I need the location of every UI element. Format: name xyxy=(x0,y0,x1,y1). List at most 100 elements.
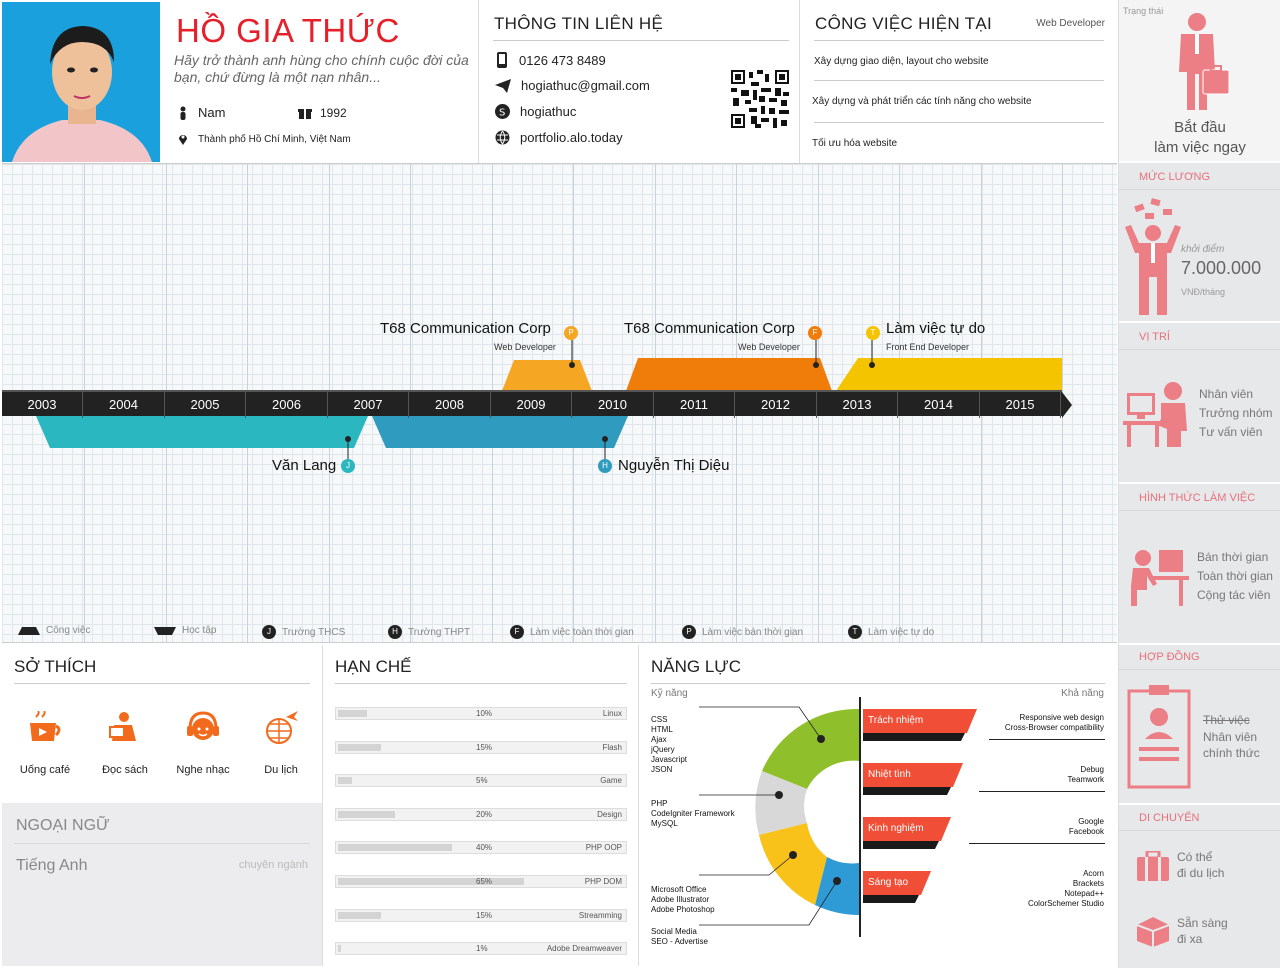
send-icon xyxy=(495,78,511,93)
birth-info: 1992 xyxy=(298,106,347,120)
study-bar-high-school xyxy=(372,416,628,448)
travel-box: DI CHUYỂN Có thể đi du lịch Sẵn sàng đi … xyxy=(1119,805,1280,968)
legend-high-school: H Trường THPT xyxy=(388,625,470,639)
school-name: Văn Lang xyxy=(272,457,337,474)
suitcase-icon xyxy=(1137,851,1169,881)
skill-group: Microsoft Office Adobe Illustrator Adobe P… xyxy=(651,885,715,914)
skill-group: PHP CodeIgniter Framework MySQL xyxy=(651,799,735,828)
legend-study: Học tập xyxy=(154,625,216,636)
trait-label: Sáng tạo xyxy=(868,877,909,888)
limit-bar: 20% Design xyxy=(335,807,627,821)
timeline-year: 2006 xyxy=(247,392,328,418)
hobby-item: Nghe nhạc xyxy=(164,711,242,776)
contract-item: Nhân viên xyxy=(1203,730,1258,744)
hobby-item: Du lịch xyxy=(242,711,320,776)
skype-icon: S xyxy=(495,104,510,119)
timeline-year: 2010 xyxy=(573,392,654,418)
traits-ribbons xyxy=(863,709,977,903)
badge-part-time: P xyxy=(564,326,578,340)
hobbies-title: SỞ THÍCH xyxy=(14,657,97,676)
desk-worker-icon xyxy=(1131,550,1189,606)
salary-box: MỨC LƯƠNG khởi điểm 7.000.000 VNĐ/tháng xyxy=(1119,163,1280,323)
badge-secondary-school: J xyxy=(341,459,355,473)
work-type-box: HÌNH THỨC LÀM VIỆC Bán thời gian Toàn th… xyxy=(1119,484,1280,645)
legend-work: Công việc xyxy=(18,625,90,636)
contract-item: chính thức xyxy=(1203,746,1260,760)
badge-high-school: H xyxy=(598,459,612,473)
travel-item: đi du lịch xyxy=(1177,866,1225,880)
reading-icon xyxy=(109,712,136,741)
id-card-icon xyxy=(1127,685,1191,789)
timeline-year: 2005 xyxy=(165,392,246,418)
work-type-item: Cộng tác viên xyxy=(1197,588,1271,602)
work-bar-full-time xyxy=(626,358,832,391)
limit-percent: 5% xyxy=(476,776,488,786)
limit-bar: 15% Streamming xyxy=(335,908,627,922)
limit-percent: 40% xyxy=(476,843,493,853)
hobby-label: Đọc sách xyxy=(102,764,148,776)
limits-panel: HẠN CHẾ 10% Linux 15% Flash 5% Game 20% Design 4… xyxy=(322,645,638,966)
abilities-title: NĂNG LỰC xyxy=(651,657,742,676)
job-title: CÔNG VIỆC HIỆN TẠI xyxy=(815,14,993,33)
contact-title: THÔNG TIN LIÊN HỆ xyxy=(494,14,664,33)
skills-donut-chart xyxy=(699,706,859,926)
limit-bar: 65% PHP DOM xyxy=(335,875,627,888)
current-job-panel: CÔNG VIỆC HIỆN TẠI Web Developer Xây dựn… xyxy=(799,0,1117,163)
location-value: Thành phố Hồ Chí Minh, Việt Nam xyxy=(198,133,351,145)
capacity-group: Debug Teamwork xyxy=(1067,765,1104,784)
timeline-year-bar: 2003 2004 2005 2006 2007 2008 2009 2010 2011 2012… xyxy=(2,390,1062,418)
limit-bar-fill xyxy=(338,710,367,717)
contact-panel: THÔNG TIN LIÊN HỆ 0126 473 8489 hogiathu… xyxy=(478,0,798,163)
limit-bar: 1% Adobe Dreamweaver xyxy=(335,942,627,956)
travel-item: đi xa xyxy=(1177,932,1203,946)
badge-freelance: T xyxy=(866,326,880,340)
contract-heading: HỢP ĐỒNG xyxy=(1139,651,1200,663)
limit-name: Game xyxy=(600,776,622,786)
phone-value[interactable]: 0126 473 8489 xyxy=(519,52,606,68)
job-role: Web Developer xyxy=(1036,18,1105,29)
work-company: T68 Communication Corp xyxy=(380,320,551,337)
limit-bar-fill xyxy=(338,810,396,818)
package-icon xyxy=(1137,917,1169,947)
donut-segment-php xyxy=(755,771,807,835)
phone-item: 0126 473 8489 xyxy=(495,52,606,68)
limit-bar-fill xyxy=(338,743,381,751)
travel-item: Có thể xyxy=(1177,850,1213,864)
website-item: portfolio.alo.today xyxy=(495,130,623,145)
work-company: T68 Communication Corp xyxy=(624,320,795,337)
position-item: Tư vấn viên xyxy=(1199,425,1263,439)
status-value: làm việc ngay xyxy=(1154,139,1246,156)
work-shape-icon xyxy=(18,626,40,635)
limit-name: PHP OOP xyxy=(585,843,622,853)
trait-label: Nhiệt tình xyxy=(868,769,911,780)
email-value[interactable]: hogiathuc@gmail.com xyxy=(521,78,650,93)
trait-label: Kinh nghiệm xyxy=(868,823,924,834)
study-bar-secondary xyxy=(36,416,368,448)
languages-panel: NGOẠI NGỮ Tiếng Anh chuyên ngành xyxy=(2,803,322,966)
skype-value[interactable]: hogiathuc xyxy=(520,104,577,119)
hobby-item: Đọc sách xyxy=(86,711,164,776)
limit-bar: 40% PHP OOP xyxy=(335,841,627,855)
timeline-year: 2003 xyxy=(2,392,83,418)
person-icon xyxy=(180,106,186,120)
profile-name: HỒ GIA THỨC xyxy=(176,12,400,49)
legend-full-time: F Làm việc toàn thời gian xyxy=(510,625,634,639)
hobbies-panel: SỞ THÍCH Uống café Đọc sách Nghe nhạc Du… xyxy=(2,645,322,966)
hobby-label: Uống café xyxy=(19,764,71,776)
limit-name: Streamming xyxy=(578,910,622,920)
limit-percent: 10% xyxy=(476,709,493,718)
salary-unit: VNĐ/tháng xyxy=(1181,287,1226,297)
skills-label: Kỹ năng xyxy=(651,688,688,699)
timeline-arrow-icon xyxy=(1062,392,1072,418)
languages-title: NGOẠI NGỮ xyxy=(16,817,110,834)
job-task: Tối ưu hóa website xyxy=(812,138,898,149)
timeline-year: 2014 xyxy=(899,392,980,418)
website-value[interactable]: portfolio.alo.today xyxy=(520,130,623,145)
profile-photo xyxy=(2,2,160,162)
legend-secondary: J Trường THCS xyxy=(262,625,345,639)
location-info: Thành phố Hồ Chí Minh, Việt Nam xyxy=(176,132,351,146)
qr-code xyxy=(731,70,789,128)
job-task: Xây dựng giao diện, layout cho website xyxy=(814,56,989,67)
capacity-group: Acorn Brackets Notepad++ ColorSchemer Studi… xyxy=(1027,869,1104,908)
limit-percent: 65% xyxy=(476,877,493,886)
